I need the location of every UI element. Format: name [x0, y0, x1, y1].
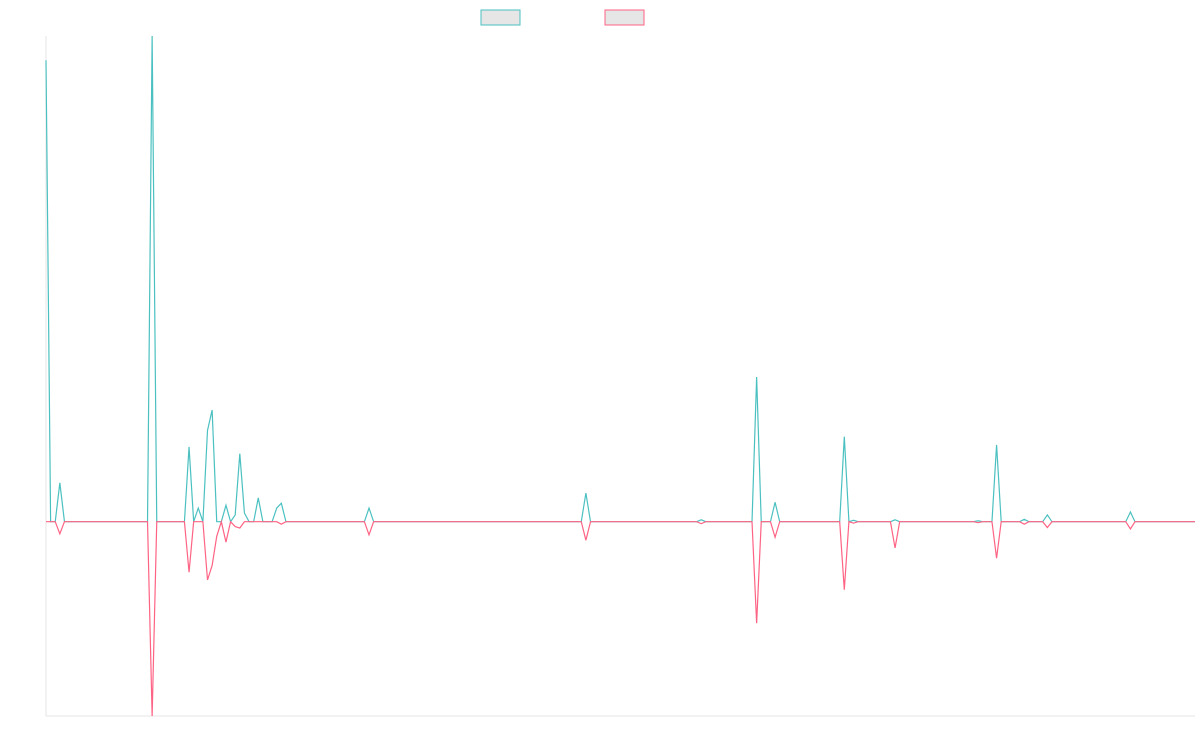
line-series	[45, 35, 1195, 524]
line-series	[46, 519, 1195, 717]
legend-swatch	[480, 9, 521, 26]
legend-swatch	[604, 9, 645, 26]
